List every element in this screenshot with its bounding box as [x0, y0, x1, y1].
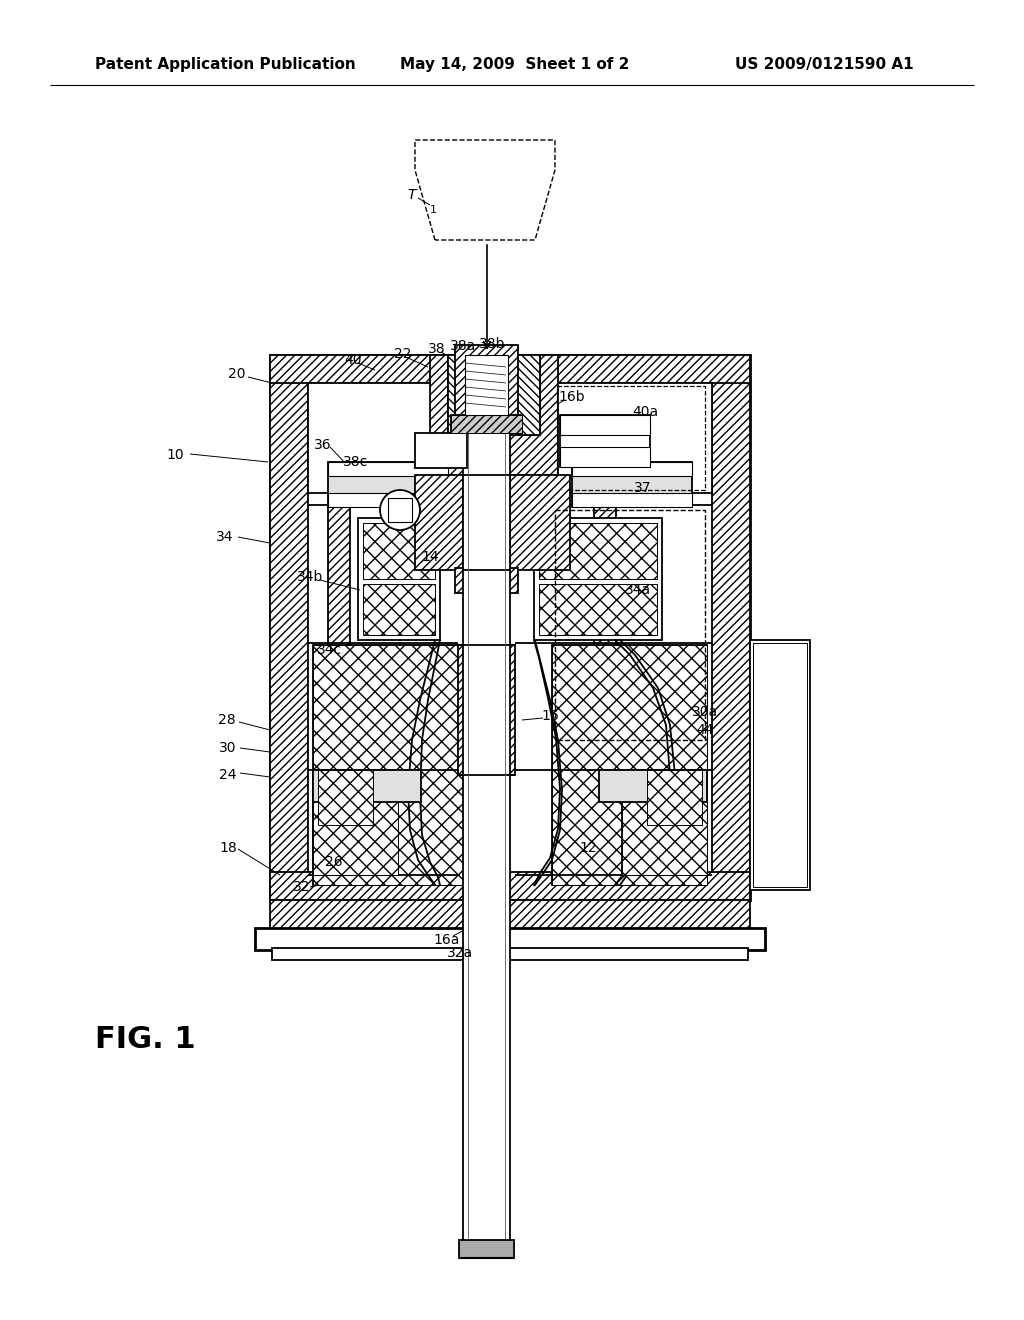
- Bar: [560, 414, 650, 436]
- Text: May 14, 2009  Sheet 1 of 2: May 14, 2009 Sheet 1 of 2: [400, 58, 630, 73]
- Bar: [451, 414, 522, 433]
- Text: 40: 40: [344, 352, 361, 367]
- Text: FIG. 1: FIG. 1: [94, 1026, 196, 1055]
- Polygon shape: [313, 645, 468, 884]
- Bar: [388, 498, 412, 521]
- Bar: [449, 355, 540, 436]
- Text: 34a: 34a: [625, 583, 651, 597]
- Bar: [415, 475, 570, 570]
- Text: 1: 1: [429, 205, 436, 215]
- Text: 28: 28: [218, 713, 236, 727]
- Bar: [272, 948, 748, 960]
- Polygon shape: [415, 140, 555, 240]
- Bar: [313, 770, 421, 803]
- Text: 12: 12: [580, 841, 597, 855]
- Text: 16b: 16b: [559, 389, 586, 404]
- Bar: [572, 462, 692, 507]
- Text: 32: 32: [293, 880, 310, 894]
- Bar: [599, 770, 707, 803]
- Bar: [318, 770, 373, 825]
- Text: US 2009/0121590 A1: US 2009/0121590 A1: [735, 58, 913, 73]
- Text: 16: 16: [541, 709, 559, 723]
- Bar: [328, 462, 449, 477]
- Bar: [449, 355, 540, 436]
- Bar: [622, 800, 707, 875]
- Bar: [255, 928, 765, 950]
- Text: 26: 26: [326, 855, 343, 869]
- Bar: [328, 492, 449, 507]
- Text: 14: 14: [421, 550, 439, 564]
- Bar: [455, 568, 518, 593]
- Bar: [313, 800, 398, 875]
- Text: 34c: 34c: [317, 643, 343, 657]
- Bar: [647, 770, 702, 825]
- Text: 22: 22: [394, 347, 412, 360]
- Bar: [594, 506, 616, 884]
- Text: 38b: 38b: [479, 337, 505, 351]
- Text: 44: 44: [696, 723, 714, 737]
- Bar: [572, 492, 692, 507]
- Bar: [362, 583, 435, 635]
- Bar: [539, 583, 657, 635]
- Text: 24: 24: [219, 768, 237, 781]
- Bar: [552, 383, 712, 492]
- Bar: [557, 385, 705, 490]
- Bar: [552, 645, 707, 884]
- Bar: [750, 640, 810, 890]
- Bar: [459, 1239, 514, 1258]
- Text: 10: 10: [166, 447, 184, 462]
- Bar: [560, 414, 650, 467]
- Text: 20: 20: [228, 367, 246, 381]
- Bar: [328, 462, 449, 507]
- Bar: [463, 383, 510, 1250]
- Bar: [458, 645, 515, 775]
- Text: 38c: 38c: [343, 455, 369, 469]
- Bar: [358, 517, 440, 640]
- Bar: [270, 355, 750, 383]
- Bar: [318, 770, 373, 825]
- Text: 34b: 34b: [297, 570, 324, 583]
- Text: 34: 34: [216, 531, 233, 544]
- Polygon shape: [552, 645, 707, 884]
- Bar: [555, 510, 705, 741]
- Bar: [362, 523, 435, 579]
- Bar: [270, 873, 750, 900]
- Bar: [753, 643, 807, 887]
- Bar: [328, 506, 350, 884]
- Text: 16a: 16a: [434, 933, 460, 946]
- Text: 30: 30: [219, 741, 237, 755]
- Text: 36: 36: [314, 438, 332, 451]
- Bar: [465, 355, 508, 414]
- Bar: [270, 900, 750, 931]
- Bar: [415, 433, 467, 469]
- Bar: [308, 383, 468, 492]
- Circle shape: [380, 490, 420, 531]
- Bar: [313, 645, 468, 884]
- Bar: [455, 345, 518, 420]
- Bar: [534, 517, 662, 640]
- Bar: [560, 447, 650, 467]
- Text: 18: 18: [219, 841, 237, 855]
- Bar: [622, 800, 707, 875]
- Text: 37: 37: [634, 480, 651, 495]
- Text: 38: 38: [428, 342, 445, 356]
- Bar: [572, 462, 692, 477]
- Bar: [313, 800, 398, 875]
- Text: T: T: [408, 187, 416, 202]
- Text: 30a: 30a: [692, 705, 718, 719]
- Bar: [539, 523, 657, 579]
- Text: Patent Application Publication: Patent Application Publication: [95, 58, 355, 73]
- Bar: [270, 355, 750, 900]
- Text: 38a: 38a: [450, 339, 476, 352]
- Bar: [430, 355, 558, 475]
- Text: 40a: 40a: [632, 405, 658, 418]
- Bar: [647, 770, 702, 825]
- Bar: [712, 355, 750, 900]
- Bar: [451, 414, 522, 433]
- Text: 32a: 32a: [446, 946, 473, 960]
- Bar: [463, 475, 510, 570]
- Bar: [270, 355, 308, 900]
